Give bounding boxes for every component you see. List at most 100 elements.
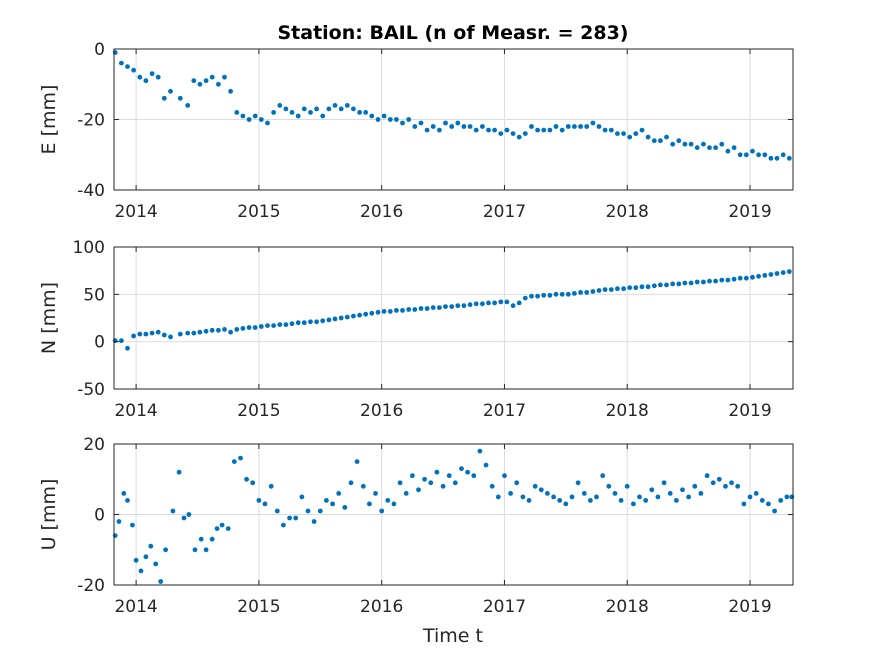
data-point-u [281, 522, 286, 528]
y-axis-label-e: E [mm] [38, 85, 60, 155]
data-point-e [786, 155, 792, 161]
data-point-u [330, 501, 335, 507]
data-point-u [452, 480, 458, 486]
data-point-n [375, 309, 381, 315]
data-point-u [600, 473, 606, 479]
data-point-e [694, 145, 700, 151]
data-point-n [578, 290, 583, 295]
data-point-u [143, 554, 149, 560]
data-point-n [719, 277, 725, 283]
data-point-n [314, 319, 319, 325]
data-point-u [538, 487, 544, 493]
data-point-u [293, 515, 299, 521]
data-point-n [203, 328, 209, 334]
data-point-u [735, 483, 741, 489]
data-point-e [547, 127, 553, 133]
data-point-u [698, 491, 704, 496]
data-point-u [612, 491, 618, 496]
data-point-e [504, 127, 510, 133]
data-point-n [572, 291, 577, 296]
data-point-u [214, 526, 220, 531]
data-point-e [780, 152, 786, 158]
data-point-u [716, 476, 722, 482]
x-tick-label-u: 2019 [728, 597, 771, 617]
data-point-n [406, 307, 412, 312]
data-point-n [289, 321, 295, 327]
data-point-e [584, 124, 590, 129]
data-point-u [385, 498, 391, 503]
data-point-u [373, 491, 378, 496]
data-point-n [535, 293, 540, 299]
data-point-e [621, 131, 626, 137]
data-point-e [541, 127, 547, 133]
data-point-e [565, 124, 571, 129]
data-point-e [369, 113, 375, 119]
data-point-u [219, 522, 225, 528]
data-point-n [529, 293, 534, 299]
data-point-n [258, 324, 264, 329]
data-point-u [747, 494, 753, 500]
data-point-e [516, 134, 522, 140]
data-point-e [639, 127, 645, 133]
data-point-n [774, 271, 780, 276]
x-tick-label-u: 2015 [237, 597, 280, 617]
data-point-e [119, 60, 124, 66]
data-point-e [246, 117, 252, 122]
data-point-u [434, 469, 440, 475]
data-point-u [367, 501, 372, 507]
data-point-e [535, 127, 540, 133]
data-point-e [602, 127, 608, 133]
data-point-e [252, 113, 258, 119]
data-point-u [163, 547, 169, 553]
y-tick-label-n: -50 [77, 380, 105, 400]
data-point-n [197, 329, 203, 335]
data-point-u [192, 547, 198, 553]
data-point-u [446, 473, 452, 479]
data-point-n [308, 319, 313, 325]
figure-title: Station: BAIL (n of Measr. = 283) [277, 22, 628, 44]
data-point-e [461, 124, 467, 129]
data-point-u [465, 469, 470, 475]
data-point-e [608, 127, 614, 133]
data-point-e [737, 152, 743, 158]
data-point-n [119, 338, 124, 344]
data-point-e [651, 138, 657, 144]
data-point-u [514, 480, 520, 486]
data-point-n [651, 283, 657, 289]
data-point-n [743, 275, 749, 281]
data-point-n [369, 310, 375, 316]
data-point-n [590, 289, 596, 294]
data-point-n [424, 306, 430, 311]
data-point-u [231, 459, 237, 464]
data-point-u [138, 568, 144, 574]
data-point-e [344, 103, 350, 108]
data-point-u [545, 491, 550, 496]
data-point-n [357, 312, 362, 318]
data-point-u [238, 455, 243, 461]
data-point-u [317, 508, 323, 514]
data-point-e [596, 124, 602, 129]
data-point-u [379, 508, 385, 514]
data-point-u [305, 508, 311, 514]
data-point-e [701, 141, 706, 147]
data-point-e [664, 134, 669, 140]
data-point-e [658, 138, 663, 144]
data-point-n [750, 274, 755, 280]
data-point-u [170, 508, 176, 514]
x-tick-label-e: 2016 [360, 202, 403, 222]
data-point-n [177, 331, 183, 337]
x-tick-label-e: 2017 [483, 202, 526, 222]
data-point-n [228, 329, 234, 335]
data-point-u [563, 501, 569, 507]
x-tick-label-n: 2016 [360, 401, 403, 421]
data-point-u [342, 505, 348, 510]
data-point-e [756, 152, 761, 158]
data-point-n [645, 284, 651, 290]
data-point-n [277, 322, 283, 327]
data-point-e [522, 131, 528, 137]
data-point-n [418, 306, 424, 311]
data-point-e [131, 67, 137, 73]
data-point-e [443, 120, 448, 126]
data-point-e [645, 134, 651, 140]
